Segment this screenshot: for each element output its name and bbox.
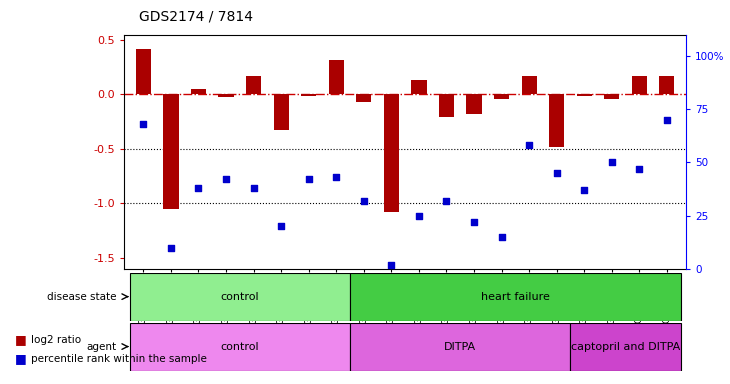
Point [303,176,315,182]
Bar [521,76,537,94]
Point [220,176,232,182]
Text: control: control [220,341,259,352]
Bar [130,273,350,321]
Text: log2 ratio: log2 ratio [31,335,81,345]
Point [634,166,645,172]
Text: heart failure: heart failure [481,291,550,302]
Point [275,223,287,229]
Point [551,170,563,176]
Bar [301,94,316,96]
Point [578,187,590,193]
Point [358,198,369,204]
Point [137,121,149,127]
Text: ■: ■ [15,333,26,346]
Bar [439,94,454,118]
Bar [191,89,206,94]
Point [523,142,535,148]
Text: captopril and DITPA: captopril and DITPA [571,341,680,352]
Bar [274,94,289,131]
Text: percentile rank within the sample: percentile rank within the sample [31,354,207,364]
Bar [350,273,680,321]
Point [165,245,177,251]
Point [331,174,342,180]
Point [385,262,397,268]
Bar [350,323,570,371]
Text: disease state: disease state [47,291,117,302]
Bar [466,94,482,114]
Bar [631,76,647,94]
Bar [130,323,350,371]
Text: ■: ■ [15,353,26,366]
Point [413,212,425,218]
Bar [411,80,426,94]
Bar [384,94,399,212]
Bar [549,94,564,147]
Text: control: control [220,291,259,302]
Text: DITPA: DITPA [444,341,476,352]
Point [441,198,453,204]
Point [661,117,673,123]
Bar [218,94,234,97]
Point [496,234,507,240]
Point [468,219,480,225]
Point [193,185,204,191]
Bar [494,94,509,99]
Bar [246,76,261,94]
Bar [164,94,179,209]
Text: agent: agent [87,341,117,352]
Bar [659,76,675,94]
Bar [356,94,372,102]
Point [247,185,259,191]
Bar [328,60,344,94]
Point [606,159,618,166]
Bar [604,94,619,99]
Bar [570,323,680,371]
Text: GDS2174 / 7814: GDS2174 / 7814 [139,9,253,23]
Bar [136,49,151,94]
Bar [577,94,592,96]
